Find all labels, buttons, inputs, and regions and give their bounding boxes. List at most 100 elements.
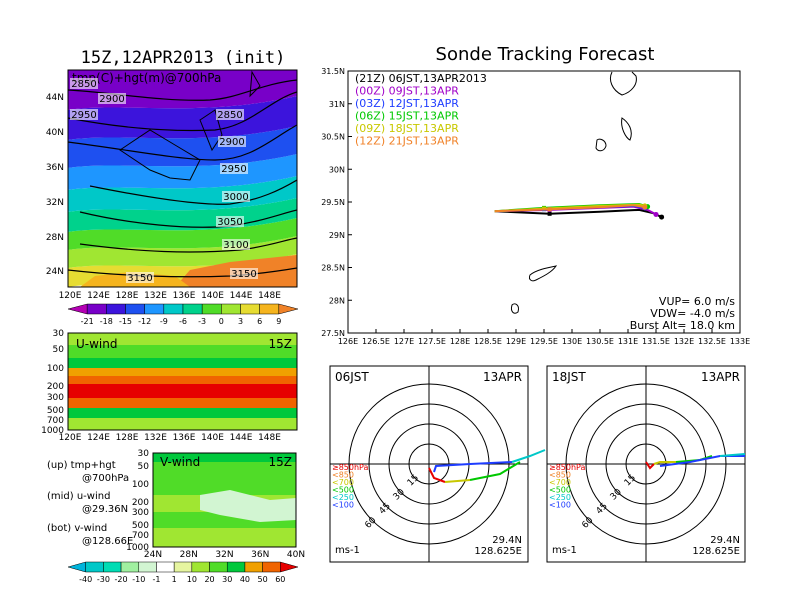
temperature-colorbar-label: 6	[257, 317, 262, 326]
wind-colorbar-swatch	[244, 561, 263, 573]
pressure-legend-entry: <700	[549, 478, 571, 487]
map-lat-label: 32N	[46, 198, 64, 208]
chart-title: Sonde Tracking Forecast	[436, 44, 655, 65]
contour-label: 3150	[231, 269, 256, 280]
note-mid-2: @29.36N	[82, 504, 128, 515]
track-line	[494, 204, 645, 213]
map-lat-label: 40N	[46, 128, 64, 138]
tracking-x-label: 130E	[562, 337, 582, 346]
uwind-label: U-wind	[76, 337, 117, 351]
temperature-colorbar-swatch	[86, 303, 107, 315]
vwind-lat-labels: 24N 28N 32N 36N 40N	[144, 550, 305, 560]
vwind-pressure-label: 700	[132, 531, 149, 541]
map-lon-label: 128E	[116, 291, 139, 301]
tracking-x-label: 129.5E	[530, 337, 558, 346]
tracking-y-label: 30N	[329, 165, 345, 174]
wind-colorbar-label: -40	[79, 575, 92, 584]
temperature-colorbar-label: -15	[119, 317, 132, 326]
height-contour	[68, 124, 297, 161]
temperature-colorbar-swatch	[106, 303, 126, 315]
wind-colorbar-swatch	[85, 561, 104, 573]
wind-colorbar-label: -20	[115, 575, 128, 584]
uwind-lon-label: 120E	[59, 433, 82, 443]
vwind-lat-label: 36N	[251, 550, 269, 560]
uwind-band	[68, 376, 297, 384]
wind-colorbar-label: 1	[172, 575, 177, 584]
hodograph-left-trace	[428, 449, 546, 483]
annotation-vdw: VDW= -4.0 m/s	[650, 307, 735, 320]
legend-entry: (03Z) 12JST,13APR	[355, 97, 459, 110]
tracking-x-label: 132E	[674, 337, 694, 346]
contour-label-bg	[126, 272, 154, 283]
uwind-band	[68, 408, 297, 418]
uwind-pressure-label: 50	[53, 345, 65, 355]
track-end-point	[642, 204, 648, 210]
hodograph-ring	[565, 383, 727, 545]
contour-label: 2950	[71, 110, 96, 121]
temperature-colorbar-label: -6	[179, 317, 187, 326]
temperature-colorbar-label: -18	[100, 317, 113, 326]
temperature-colorbar-swatch	[201, 303, 222, 315]
wind-colorbar-label: 40	[240, 575, 250, 584]
temperature-colorbar-label: 0	[219, 317, 224, 326]
temperature-colorbar-label: -3	[198, 317, 206, 326]
temperature-colorbar-label: 3	[238, 317, 243, 326]
tracking-annotation: VUP= 6.0 m/s VDW= -4.0 m/s Burst Alt= 18…	[630, 295, 736, 332]
uwind-band	[68, 358, 297, 368]
contour-label-bg	[70, 109, 98, 120]
vwind-lat-label: 24N	[144, 550, 162, 560]
tracking-y-label: 31N	[329, 100, 345, 109]
uwind-pressure-label: 200	[47, 382, 64, 392]
note-bot-1: (bot) v-wind	[47, 523, 107, 534]
uwind-lon-label: 124E	[87, 433, 110, 443]
vwind-pressure-label: 30	[138, 449, 150, 459]
contour-label-bg	[216, 216, 244, 227]
map-lon-labels: 120E 124E 128E 132E 136E 140E 144E 148E	[59, 291, 282, 301]
hodograph-ring	[585, 403, 707, 525]
contour-label-bg	[70, 78, 98, 89]
hodograph-left-lon: 128.625E	[474, 546, 522, 557]
uwind-lon-label: 140E	[201, 433, 224, 443]
temperature-map	[67, 69, 298, 288]
pressure-legend-entry: <850	[332, 471, 354, 480]
tracking-x-label: 128.5E	[474, 337, 502, 346]
pressure-legend-entry: <700	[332, 478, 354, 487]
contour-label-bg	[218, 136, 246, 147]
wind-colorbar-swatch	[226, 561, 246, 573]
hodograph-left-pressure-legend: ≥850hPa<850<700<500<250<100	[332, 463, 369, 510]
vwind-band	[153, 528, 296, 547]
hodograph-ring	[348, 383, 510, 545]
uwind-lon-label: 136E	[173, 433, 196, 443]
wind-colorbar-label: 50	[258, 575, 268, 584]
tracking-y-label: 28.5N	[321, 264, 345, 273]
vwind-lat-label: 40N	[287, 550, 305, 560]
tracking-y-label: 28N	[329, 296, 345, 305]
uwind-lon-labels: 120E 124E 128E 132E 136E 140E 144E 148E	[59, 433, 282, 443]
track-time-mark	[547, 211, 552, 216]
hodograph-right-lat: 29.4N	[710, 535, 740, 546]
contour-label: 2900	[99, 94, 124, 105]
hodograph-right-unit: ms-1	[552, 545, 577, 556]
height-contour	[68, 267, 297, 278]
contour-label-bg	[222, 239, 250, 250]
vwind-pressure-label: 200	[132, 498, 149, 508]
tracking-x-label: 129E	[506, 337, 526, 346]
temperature-colorbar-swatch	[67, 303, 88, 315]
map-lat-labels: 44N 40N 36N 32N 28N 24N	[46, 93, 64, 277]
hodograph-ring	[408, 443, 450, 485]
legend-entry: (21Z) 06JST,13APR2013	[355, 72, 487, 85]
wind-colorbar-label: 30	[222, 575, 232, 584]
hodograph-right-pressure-legend: ≥850hPa<850<700<500<250<100	[549, 463, 586, 510]
temperature-colorbar-swatch	[144, 303, 165, 315]
contour-label: 3100	[223, 240, 248, 251]
note-bot-2: @128.66E	[82, 536, 133, 547]
temperature-colorbar-label: -12	[138, 317, 151, 326]
contour-label-bg	[98, 93, 126, 104]
vwind-time: 15Z	[269, 455, 293, 469]
tracking-y-label: 31.5N	[321, 67, 345, 76]
temperature-colorbar-label: -21	[81, 317, 94, 326]
contour-label: 2950	[221, 164, 246, 175]
